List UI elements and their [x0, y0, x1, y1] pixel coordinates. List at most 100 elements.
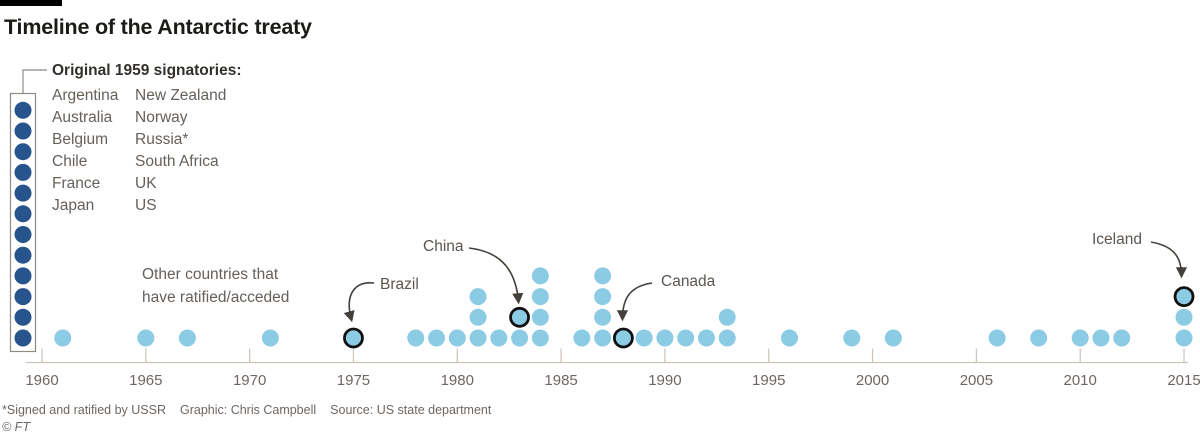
- accession-dot-1987-2: [594, 308, 612, 326]
- accession-dot-1989-1: [635, 329, 653, 347]
- accession-dot-1965-1: [137, 329, 155, 347]
- signatory-norway: Norway: [135, 109, 188, 126]
- accession-dot-1982-1: [490, 329, 508, 347]
- accession-dot-1990-1: [656, 329, 674, 347]
- accession-dot-2012-1: [1113, 329, 1131, 347]
- highlight-dot-canada: [612, 327, 634, 349]
- accession-dot-1993-2: [718, 308, 736, 326]
- annotation-arrow-iceland: [1150, 241, 1188, 279]
- x-axis-label-2005: 2005: [959, 372, 994, 389]
- x-axis-label-1995: 1995: [752, 372, 786, 389]
- accession-dot-1961-1: [54, 329, 72, 347]
- accession-dot-2010-1: [1071, 329, 1089, 347]
- accession-dot-1980-1: [448, 329, 466, 347]
- original-signatory-dot: [14, 143, 32, 161]
- x-axis-label-2000: 2000: [855, 372, 890, 389]
- signatories-header: Original 1959 signatories:: [52, 62, 242, 79]
- accession-dot-1981-3: [469, 288, 487, 306]
- accession-dot-1999-1: [843, 329, 861, 347]
- x-axis-label-1960: 1960: [25, 372, 59, 389]
- accession-dot-1981-2: [469, 308, 487, 326]
- signatory-japan: Japan: [52, 197, 95, 214]
- signatory-new-zealand: New Zealand: [135, 87, 227, 104]
- accession-dot-1983-1: [511, 329, 529, 347]
- signatories-connector: [22, 69, 47, 94]
- original-signatory-dot: [14, 288, 32, 306]
- annotation-label-china: China: [423, 238, 464, 255]
- annotation-label-canada: Canada: [661, 273, 716, 290]
- accession-dot-1992-1: [697, 329, 715, 347]
- highlight-dot-iceland: [1173, 286, 1195, 308]
- original-signatory-dot: [14, 184, 32, 202]
- accession-dot-2001-1: [884, 329, 902, 347]
- highlight-dot-china: [509, 306, 530, 328]
- signatory-us: US: [135, 197, 157, 214]
- chart-title: Timeline of the Antarctic treaty: [4, 15, 312, 39]
- x-axis-label-1970: 1970: [232, 372, 267, 389]
- original-signatory-dot: [14, 308, 32, 326]
- accession-dot-1984-4: [531, 267, 549, 285]
- signatories-box: [9, 92, 37, 353]
- accession-dot-2006-1: [988, 329, 1006, 347]
- accession-dot-1984-3: [531, 288, 549, 306]
- original-signatory-dot: [14, 101, 32, 119]
- accession-dot-1967-1: [178, 329, 196, 347]
- accession-dot-2015-2: [1175, 308, 1193, 326]
- accession-dot-1987-1: [594, 329, 612, 347]
- accession-dot-1987-3: [594, 288, 612, 306]
- signatories-column-2: New Zealand Norway Russia* South Africa UK US: [135, 85, 226, 217]
- other-countries-note-line2: have ratified/acceded: [142, 288, 290, 306]
- ft-copyright: © FT: [2, 420, 30, 434]
- annotation-arrow-china: [468, 247, 524, 305]
- accession-dot-1979-1: [428, 329, 446, 347]
- signatory-france: France: [52, 175, 101, 192]
- other-countries-note: Other countries that have ratified/acced…: [142, 264, 289, 309]
- original-signatory-dot: [14, 122, 32, 140]
- other-countries-note-line1: Other countries that: [142, 266, 279, 283]
- signatory-australia: Australia: [52, 109, 113, 126]
- accession-dot-1984-2: [531, 308, 549, 326]
- highlight-dot-brazil: [343, 327, 364, 349]
- x-axis-label-1975: 1975: [336, 372, 371, 389]
- accession-dot-1991-1: [677, 329, 695, 347]
- signatory-chile: Chile: [52, 153, 88, 170]
- x-axis-label-1990: 1990: [648, 372, 682, 389]
- accession-dot-1996-1: [781, 329, 799, 347]
- accession-dot-2008-1: [1030, 329, 1048, 347]
- footer: *Signed and ratified by USSR Graphic: Ch…: [2, 403, 491, 417]
- credit-source: Source: US state department: [330, 403, 492, 417]
- original-signatory-dot: [14, 205, 32, 223]
- accession-dot-1993-1: [718, 329, 736, 347]
- signatory-belgium: Belgium: [52, 131, 108, 148]
- credit-graphic: Graphic: Chris Campbell: [179, 403, 317, 417]
- annotation-label-iceland: Iceland: [1092, 231, 1142, 248]
- annotation-arrow-brazil: [343, 282, 375, 323]
- original-signatory-dot: [14, 329, 32, 347]
- accession-dot-1987-4: [594, 267, 612, 285]
- x-axis-label-1985: 1985: [544, 372, 578, 389]
- original-signatory-dot: [14, 226, 32, 243]
- signatory-argentina: Argentina: [52, 87, 119, 104]
- original-signatory-dot: [14, 246, 32, 264]
- signatory-south-africa: South Africa: [135, 153, 219, 170]
- accession-dot-1978-1: [407, 329, 425, 347]
- x-axis-label-1965: 1965: [129, 372, 163, 389]
- accession-dot-1981-1: [469, 329, 487, 347]
- ft-top-rule: [0, 0, 62, 6]
- signatory-uk: UK: [135, 175, 157, 192]
- signatories-column-1: Argentina Australia Belgium Chile France Japa…: [52, 85, 118, 217]
- accession-dot-2011-1: [1092, 329, 1110, 347]
- x-axis-label-2015: 2015: [1167, 372, 1200, 389]
- annotation-label-brazil: Brazil: [380, 276, 419, 293]
- x-axis-label-1980: 1980: [440, 372, 474, 389]
- original-signatory-dot: [14, 267, 32, 285]
- accession-dot-2015-1: [1175, 329, 1193, 347]
- annotation-arrow-canada: [616, 282, 653, 322]
- signatory-russia-: Russia*: [135, 131, 189, 148]
- footnote-ussr: *Signed and ratified by USSR: [2, 403, 166, 417]
- accession-dot-1971-1: [261, 329, 279, 347]
- accession-dot-1986-1: [573, 329, 591, 347]
- x-axis-label-2010: 2010: [1063, 372, 1097, 389]
